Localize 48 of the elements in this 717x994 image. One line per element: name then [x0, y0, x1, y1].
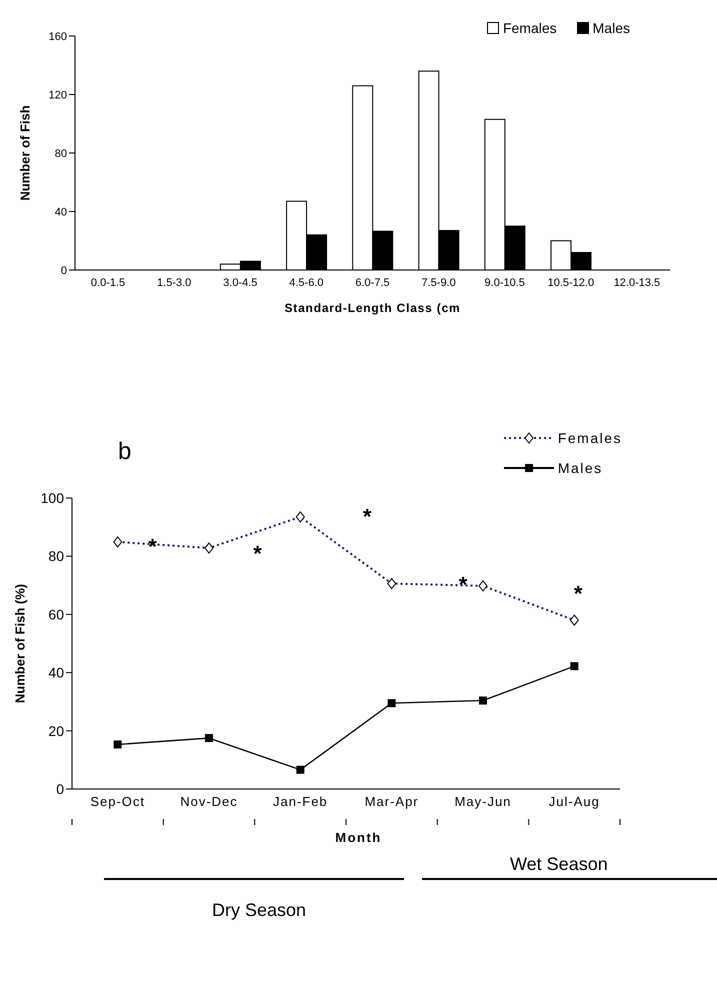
x-tick-label: 4.5-6.0 — [289, 276, 324, 289]
point — [296, 766, 304, 774]
annotation: * — [253, 541, 262, 566]
chart-title: b — [118, 438, 132, 466]
legend-label: Males — [558, 460, 603, 476]
annotation: * — [574, 581, 582, 606]
y-tick-label: 20 — [48, 722, 64, 739]
y-tick-label: 160 — [48, 30, 67, 43]
x-tick-label: 0.0-1.5 — [90, 276, 126, 289]
legend-label: Females — [558, 430, 622, 446]
y-tick-label: 100 — [40, 490, 64, 506]
annotation: * — [148, 534, 157, 559]
y-tick-label: 80 — [48, 548, 64, 564]
annotation: * — [362, 504, 372, 529]
y-axis-title: Number of Fish (%) — [12, 584, 28, 704]
x-tick-label: Jul-Aug — [548, 794, 600, 810]
x-tick-label: 6.0-7.5 — [355, 276, 390, 289]
x-tick-label: 1.5-3.0 — [157, 276, 192, 289]
point — [205, 734, 213, 742]
text: Dry Season — [212, 900, 306, 921]
x-tick-label: Jan-Feb — [272, 794, 328, 810]
y-tick-label: 40 — [54, 206, 67, 218]
point — [388, 699, 396, 708]
y-tick-label: 40 — [48, 664, 64, 681]
annotation: * — [458, 572, 468, 597]
point — [114, 740, 122, 748]
x-tick-label: 12.0-13.5 — [614, 276, 660, 289]
y-axis-title: Number of Fish — [18, 105, 33, 201]
legend-label: Males — [592, 20, 630, 36]
y-tick-label: 0 — [60, 264, 67, 277]
y-tick-label: 60 — [48, 606, 64, 622]
x-tick-label: Sep-Oct — [90, 794, 146, 810]
text: Wet Season — [510, 854, 608, 875]
y-tick-label: 120 — [48, 89, 67, 102]
y-tick-label: 80 — [54, 148, 67, 160]
point — [570, 662, 578, 670]
x-axis-title: Month — [335, 830, 382, 845]
x-tick-label: 10.5-12.0 — [548, 276, 594, 289]
x-tick-label: 9.0-10.5 — [484, 276, 525, 289]
x-tick-label: 7.5-9.0 — [421, 276, 456, 289]
legend-label: Females — [502, 20, 557, 36]
x-tick-label: May-Jun — [454, 794, 512, 810]
y-tick-label: 0 — [56, 780, 64, 797]
x-tick-label: 3.0-4.5 — [223, 276, 258, 289]
point — [479, 696, 487, 705]
x-tick-label: Mar-Apr — [364, 794, 419, 810]
x-tick-label: Nov-Dec — [180, 794, 238, 810]
x-axis-title: Standard-Length Class (cm — [284, 301, 461, 315]
